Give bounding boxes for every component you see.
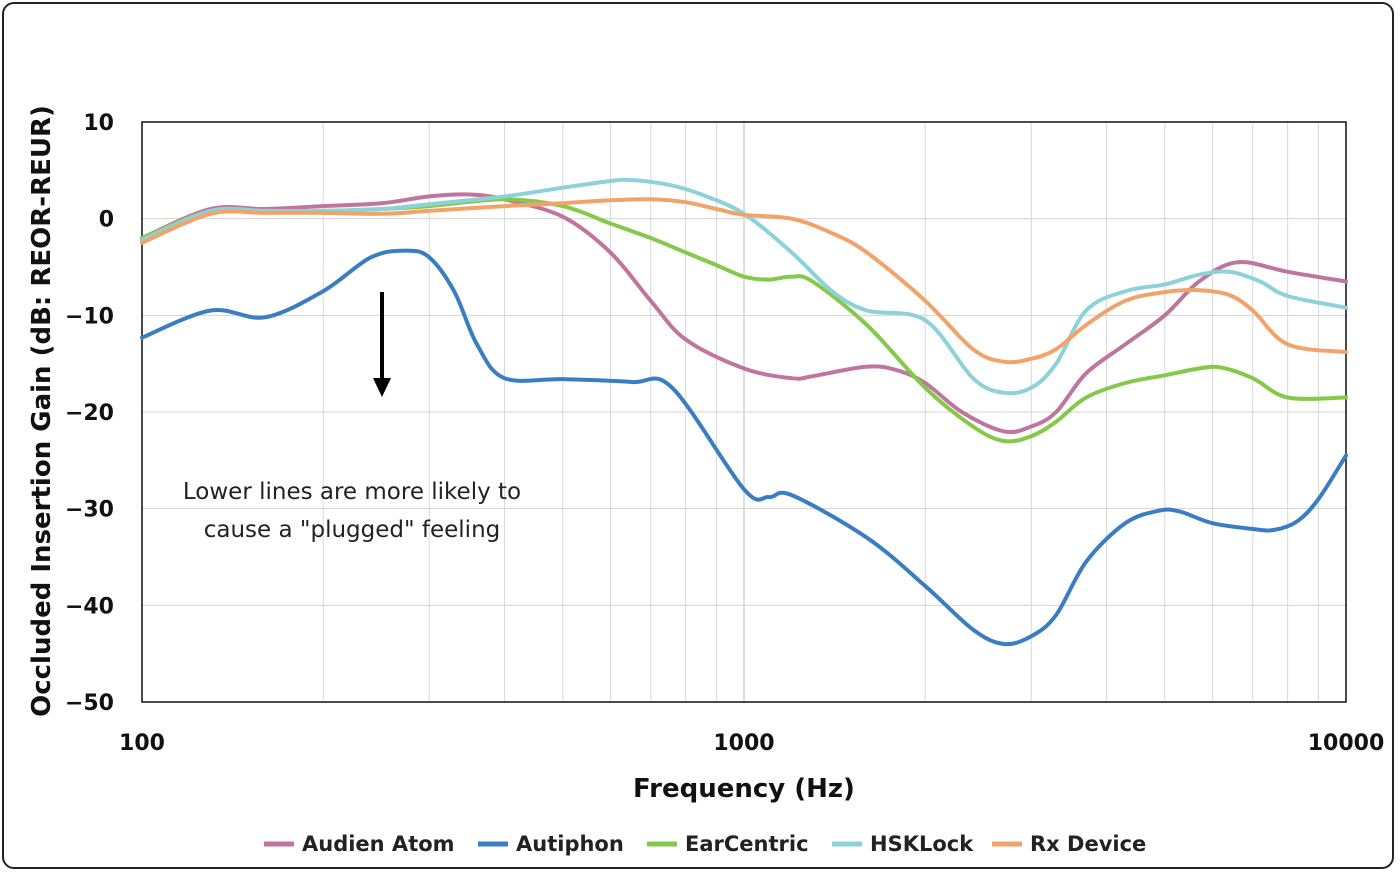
x-tick-label: 1000 [713, 731, 774, 756]
legend: Audien Atom Autiphon EarCentric HSKLock Rx D… [264, 832, 1146, 856]
legend-label: HSKLock [870, 832, 974, 856]
legend-item-hsklock: HSKLock [832, 832, 974, 856]
annotation-arrow-icon [373, 292, 391, 397]
legend-item-autiphon: Autiphon [478, 832, 624, 856]
y-axis-title: Occluded Insertion Gain (dB: REOR-REUR) [27, 105, 57, 717]
series-line-autiphon [140, 248, 1348, 647]
legend-label: Audien Atom [302, 832, 455, 856]
legend-label: Rx Device [1030, 832, 1146, 856]
y-tick-labels: 10 0 −10 −20 −30 −40 −50 [65, 111, 114, 716]
series-line-hsklock [140, 177, 1348, 396]
legend-item-rx-device: Rx Device [992, 832, 1146, 856]
x-tick-label: 10000 [1308, 731, 1385, 756]
series-lines [140, 177, 1348, 647]
annotation-line-2: cause a "plugged" feeling [204, 517, 501, 543]
series-line-rx-device [140, 197, 1348, 365]
y-tick-label: 10 [83, 111, 114, 136]
y-tick-label: −20 [65, 401, 114, 426]
annotation-line-1: Lower lines are more likely to [183, 479, 521, 505]
series-line-audien-atom [140, 192, 1348, 435]
legend-item-earcentric: EarCentric [647, 832, 809, 856]
y-tick-label: −10 [65, 304, 114, 329]
y-tick-label: 0 [99, 208, 114, 233]
x-axis-title: Frequency (Hz) [633, 774, 855, 804]
x-tick-labels: 100 1000 10000 [119, 731, 1384, 756]
legend-label: EarCentric [685, 832, 809, 856]
y-tick-label: −40 [65, 594, 114, 619]
legend-label: Autiphon [516, 832, 624, 856]
plot-border [141, 121, 1347, 703]
y-tick-label: −30 [65, 498, 114, 523]
legend-item-audien-atom: Audien Atom [264, 832, 455, 856]
x-tick-label: 100 [119, 731, 165, 756]
y-tick-label: −50 [65, 691, 114, 716]
